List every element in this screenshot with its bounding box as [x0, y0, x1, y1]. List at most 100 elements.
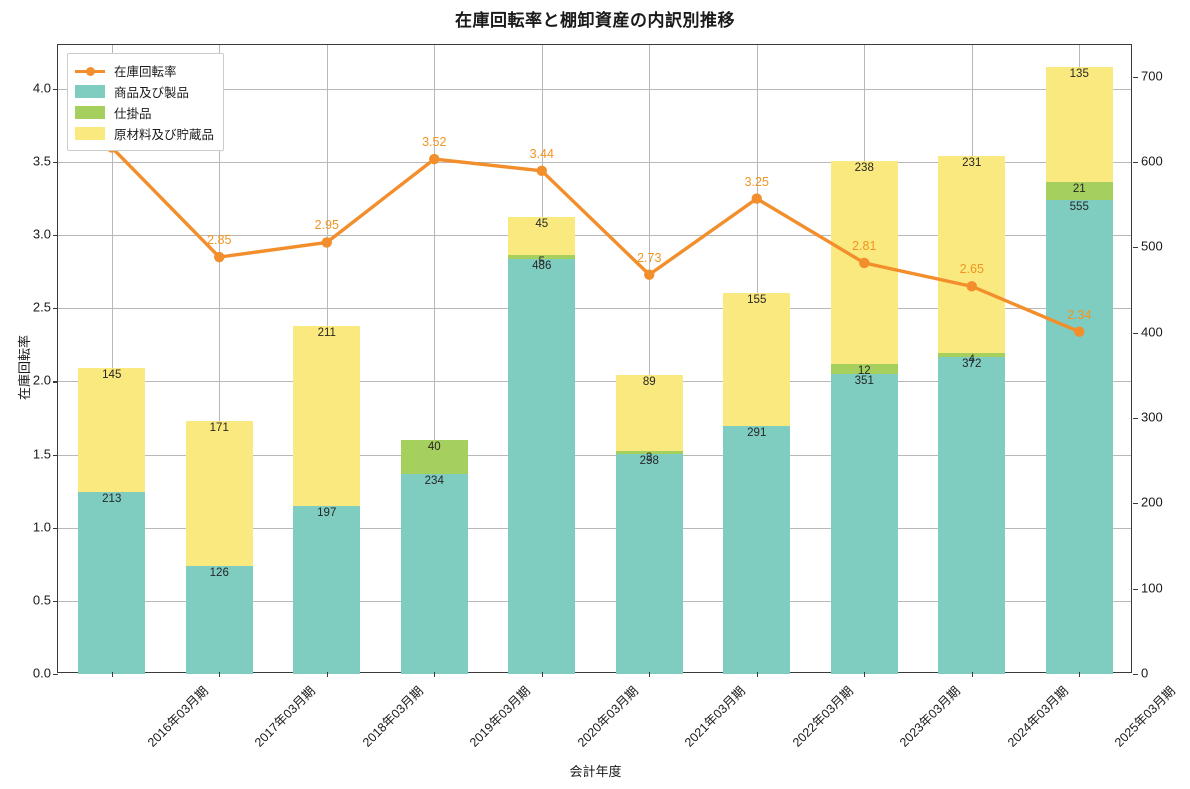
x-axis-tick-label: 2022年03月期 — [789, 683, 856, 750]
bar-segment — [293, 505, 361, 674]
bar-segment — [830, 364, 898, 375]
x-axis-title: 会計年度 — [569, 764, 622, 779]
y-axis-left-tick-label: 1.0 — [32, 519, 51, 535]
line-data-point — [536, 165, 547, 176]
bar-segment — [400, 474, 468, 674]
gridline-horizontal — [58, 308, 1131, 310]
y-axis-right-tick-label: 400 — [1141, 324, 1163, 340]
x-axis-tick-mark — [756, 672, 758, 677]
y-axis-right-tick-mark — [1133, 332, 1138, 334]
bar-segment — [938, 356, 1006, 674]
y-axis-right-tick-mark — [1133, 247, 1138, 249]
line-value-label: 3.25 — [744, 174, 769, 189]
legend-item[interactable]: 商品及び製品 — [75, 81, 214, 102]
x-axis-tick-mark — [326, 672, 328, 677]
legend-item-label: 仕掛品 — [114, 107, 152, 121]
bar-segment — [615, 375, 683, 452]
legend-item-label: 原材料及び貯蔵品 — [114, 128, 215, 142]
bar-segment — [938, 353, 1006, 357]
bar-segment — [615, 453, 683, 674]
y-axis-left-tick-mark — [53, 454, 58, 456]
line-value-label: 2.65 — [959, 262, 984, 277]
bar-segment — [1045, 182, 1113, 201]
bar-segment — [723, 425, 791, 674]
bar-segment — [78, 492, 146, 674]
chart-title: 在庫回転率と棚卸資産の内訳別推移 — [455, 11, 735, 30]
legend-item[interactable]: 在庫回転率 — [75, 60, 214, 81]
line-data-point — [1074, 326, 1085, 337]
y-axis-right-tick-mark — [1133, 588, 1138, 590]
line-value-label: 3.52 — [422, 135, 447, 150]
gridline-horizontal — [58, 527, 1131, 529]
gridline-horizontal — [58, 454, 1131, 456]
line-value-label: 3.44 — [529, 146, 554, 161]
y-axis-right-tick-mark — [1133, 503, 1138, 505]
x-axis-tick-label: 2023年03月期 — [897, 683, 964, 750]
y-axis-left-tick-mark — [53, 674, 58, 676]
y-axis-right-tick-mark — [1133, 161, 1138, 164]
y-axis-right-tick-label: 300 — [1141, 409, 1163, 425]
x-axis-tick-mark — [434, 672, 436, 677]
x-axis-tick-mark — [541, 672, 543, 677]
y-axis-left-tick-mark — [53, 88, 58, 90]
y-axis-left-tick-mark — [53, 162, 58, 164]
y-axis-left-tick-label: 4.0 — [32, 80, 51, 96]
x-axis-tick-label: 2021年03月期 — [682, 683, 749, 750]
line-data-point — [966, 281, 977, 292]
line-data-point — [859, 257, 870, 269]
y-axis-right-tick-label: 200 — [1141, 494, 1163, 510]
x-axis-tick-mark — [111, 672, 113, 677]
legend-color-swatch — [75, 106, 105, 119]
x-axis-tick-label: 2020年03月期 — [574, 683, 641, 750]
line-data-point — [214, 251, 225, 263]
legend-line-marker-icon — [75, 64, 105, 77]
y-axis-right-tick-label: 100 — [1141, 580, 1163, 596]
y-axis-left-tick-label: 0.0 — [32, 665, 51, 681]
y-axis-left-title: 在庫回転率 — [17, 334, 32, 400]
line-value-label: 2.95 — [314, 218, 339, 233]
x-axis-tick-mark — [219, 672, 221, 677]
y-axis-left-tick-mark — [53, 235, 58, 237]
plot-area: 213 145 126 171 197 211 234 40 486 5 45 258 3 89 291 15… — [17, 44, 1178, 779]
x-axis-tick-label: 2019年03月期 — [467, 683, 534, 750]
gridline-vertical — [649, 45, 651, 672]
y-axis-right-tick-label: 0 — [1141, 665, 1149, 681]
gridline-vertical — [111, 45, 113, 672]
bar-segment — [508, 254, 576, 260]
gridline-vertical — [434, 45, 436, 672]
bar-segment — [1045, 67, 1113, 183]
x-axis-tick-label: 2024年03月期 — [1004, 683, 1071, 750]
bar-segment — [938, 155, 1006, 354]
bar-segment — [293, 325, 361, 506]
gridline-vertical — [219, 45, 221, 672]
gridline-horizontal — [58, 162, 1131, 164]
y-axis-right-tick-label: 500 — [1141, 238, 1163, 254]
bar-segment — [508, 216, 576, 255]
gridline-horizontal — [58, 88, 1131, 90]
y-axis-left-tick-label: 2.0 — [32, 372, 51, 388]
x-axis-tick-label: 2025年03月期 — [1112, 683, 1179, 750]
line-data-point — [321, 237, 332, 248]
x-axis-tick-label: 2018年03月期 — [359, 683, 426, 750]
x-axis-tick-mark — [1079, 672, 1081, 677]
chart-legend: 在庫回転率 商品及び製品仕掛品原材料及び貯蔵品 — [67, 53, 225, 151]
x-axis-tick-label: 2016年03月期 — [144, 683, 211, 750]
y-axis-right-tick-mark — [1133, 417, 1138, 420]
y-axis-right-tick-label: 600 — [1141, 153, 1163, 169]
legend-item[interactable]: 原材料及び貯蔵品 — [75, 123, 214, 144]
line-value-label: 2.34 — [1067, 307, 1092, 322]
legend-item[interactable]: 仕掛品 — [75, 102, 214, 123]
y-axis-left-tick-label: 3.5 — [32, 153, 51, 169]
bar-segment — [185, 566, 253, 674]
legend-color-swatch — [75, 127, 105, 140]
bar-segment — [400, 440, 468, 475]
line-data-point — [751, 193, 762, 204]
y-axis-left-tick-label: 2.5 — [32, 299, 51, 315]
line-data-point — [429, 153, 440, 165]
y-axis-left-tick-mark — [53, 600, 58, 602]
x-axis-tick-mark — [971, 672, 973, 677]
line-data-point — [644, 269, 655, 280]
x-axis-tick-mark — [864, 672, 866, 677]
line-value-label: 2.81 — [852, 238, 877, 253]
